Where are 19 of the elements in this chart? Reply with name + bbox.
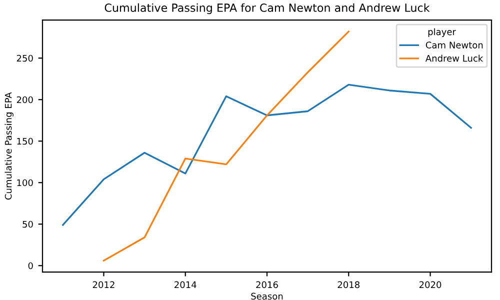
y-tick-label: 0 [28,262,33,270]
x-tick-label: 2014 [174,281,196,288]
legend-title: player [428,28,456,37]
line-series [102,30,350,262]
x-tick-label: 2012 [92,281,114,288]
legend-label: Cam Newton [426,42,483,48]
line-series [62,84,472,226]
y-tick-label: 100 [17,179,33,186]
chart-title: Cumulative Passing EPA for Cam Newton and Andrew Luck [104,3,430,14]
legend-label: Andrew Luck [425,54,484,62]
x-axis-title: Season [251,292,283,300]
x-tick-label: 2020 [419,281,442,288]
y-axis-title: Cumulative Passing EPA [4,92,14,200]
y-tick-label: 50 [22,220,33,228]
x-tick-label: 2018 [338,281,360,288]
y-tick-label: 150 [17,138,33,145]
y-tick-label: 250 [16,54,33,62]
x-tick-label: 2016 [256,281,278,288]
y-tick-label: 200 [16,96,33,104]
